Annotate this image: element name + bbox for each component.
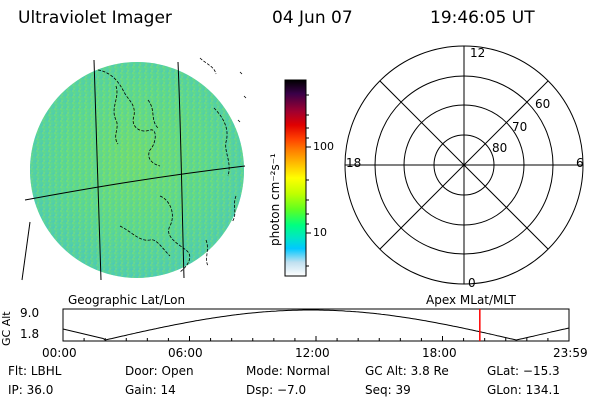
time-label: 19:46:05 UT — [430, 8, 535, 28]
colorbar-label-100: 100 — [313, 140, 334, 153]
mlt-label-18: 18 — [346, 156, 362, 170]
polar-diagonal-1 — [379, 80, 549, 250]
colorbar-unit-label: photon cm⁻²s⁻¹ — [268, 153, 282, 246]
status-gain-value: 14 — [160, 383, 176, 397]
mlt-label-6: 6 — [576, 156, 584, 170]
geo-grid — [21, 59, 246, 281]
colorbar-scale — [284, 79, 307, 277]
status-ip: IP: 36.0 — [8, 383, 54, 397]
status-door: Door: Open — [125, 364, 194, 378]
mlt-label-12: 12 — [470, 46, 486, 60]
polar-ring-70 — [403, 104, 525, 226]
status-door-value: Open — [161, 364, 194, 378]
status-seq-value: 39 — [395, 383, 411, 397]
polar-ring-80 — [433, 134, 495, 196]
timeline-y-tick-max: 9.0 — [20, 306, 40, 320]
timeline-x-tick-0600: 06:00 — [168, 346, 203, 360]
status-dsp: Dsp: −7.0 — [246, 383, 307, 397]
status-gc-alt: GC Alt: 3.8 Re — [365, 364, 449, 378]
timeline-frame — [62, 308, 570, 342]
timeline-right-title: Apex MLat/MLT — [426, 293, 516, 307]
timeline-x-tick-1200: 12:00 — [295, 346, 330, 360]
lat-label-70: 70 — [512, 120, 528, 134]
altitude-curve — [62, 309, 570, 341]
polar-ring-50 — [344, 45, 584, 285]
timeline-left-title: Geographic Lat/Lon — [68, 293, 186, 307]
lat-label-80: 80 — [492, 141, 508, 155]
timeline-x-tick-0000: 00:00 — [42, 346, 77, 360]
status-glat-value: −15.3 — [522, 364, 560, 378]
status-seq: Seq: 39 — [365, 383, 411, 397]
lat-label-60: 60 — [535, 97, 551, 111]
status-mode: Mode: Normal — [246, 364, 330, 378]
polar-diagonal-2 — [379, 80, 549, 250]
polar-ring-60 — [374, 75, 554, 255]
status-ip-value: 36.0 — [26, 383, 54, 397]
status-gain: Gain: 14 — [125, 383, 176, 397]
timeline-x-tick-1800: 18:00 — [422, 346, 457, 360]
timeline-y-tick-min: 1.8 — [20, 327, 40, 341]
coastlines — [97, 57, 247, 273]
status-mode-value: Normal — [286, 364, 330, 378]
timeline-y-axis-label: GC Alt — [0, 311, 13, 346]
colorbar-label-10: 10 — [313, 226, 327, 239]
app-title: Ultraviolet Imager — [18, 8, 172, 28]
status-flt-value: LBHL — [30, 364, 62, 378]
status-dsp-value: −7.0 — [276, 383, 307, 397]
earth-disk — [30, 62, 244, 278]
date-label: 04 Jun 07 — [272, 8, 353, 28]
status-flt: Flt: LBHL — [8, 364, 62, 378]
status-gc-alt-value: 3.8 Re — [410, 364, 449, 378]
timeline-x-tick-2359: 23:59 — [553, 346, 588, 360]
status-glon-value: 134.1 — [525, 383, 560, 397]
status-glat: GLat: −15.3 — [487, 364, 560, 378]
status-glon: GLon: 134.1 — [487, 383, 560, 397]
mlt-label-0: 0 — [468, 276, 476, 290]
